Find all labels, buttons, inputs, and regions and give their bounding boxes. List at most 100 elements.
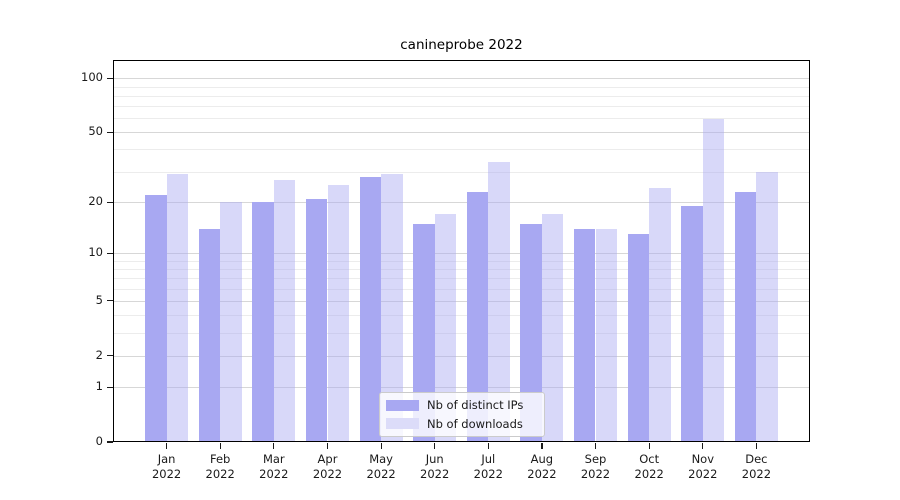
bar-jan-distinct-ips [145,195,167,442]
y-tick-label-20: 20 [88,194,103,209]
x-tick-mark-may [380,443,382,449]
x-tick-year-sep: 2022 [580,466,611,481]
y-tick-mark-0 [106,441,113,443]
bar-dec-downloads [756,171,778,442]
x-tick-label-apr: Apr 2022 [300,452,356,481]
x-tick-label-sep: Sep 2022 [568,452,624,481]
x-tick-mark-jul [487,443,489,449]
x-tick-label-may: May 2022 [353,452,409,481]
x-tick-month-oct: Oct [639,452,660,466]
y-tick-mark-20 [106,201,113,203]
y-tick-mark-50 [106,131,113,133]
x-tick-mark-feb [219,443,221,449]
x-tick-month-mar: Mar [262,452,285,466]
bar-nov-downloads [702,119,725,442]
minor-gridline-7 [113,278,810,280]
y-tick-label-50: 50 [88,124,103,139]
x-tick-month-nov: Nov [691,452,715,466]
x-tick-month-apr: Apr [317,452,338,466]
x-tick-label-dec: Dec 2022 [728,452,784,481]
y-tick-mark-10 [106,252,113,254]
bar-oct-downloads [649,188,671,442]
x-tick-year-aug: 2022 [527,466,557,481]
x-tick-year-nov: 2022 [688,466,718,481]
x-tick-month-jul: Jul [481,452,496,466]
x-tick-mark-aug [541,443,543,449]
bar-feb-distinct-ips [198,228,221,442]
bar-feb-downloads [220,202,242,442]
y-tick-mark-100 [106,77,113,80]
minor-gridline-70 [113,106,810,108]
y-tick-mark-2 [106,354,113,357]
minor-gridline-60 [113,118,810,120]
legend-swatch-distinct-ips [386,399,419,411]
legend-label-downloads: Nb of downloads [427,416,523,431]
x-tick-year-feb: 2022 [205,466,235,481]
legend: Nb of distinct IPs Nb of downloads [379,392,545,437]
bar-jun-downloads [434,214,457,442]
legend-swatch-downloads [386,418,419,430]
y-tick-label-0: 0 [95,434,103,448]
minor-gridline-80 [113,95,810,97]
major-gridline-20 [113,202,810,204]
minor-gridline-40 [113,149,810,151]
minor-gridline-9 [113,260,810,262]
x-tick-year-jul: 2022 [473,466,503,481]
bar-nov-distinct-ips [681,206,703,442]
bar-aug-downloads [541,214,564,442]
x-tick-mark-apr [326,443,329,449]
x-tick-month-may: May [369,452,393,466]
x-tick-label-jun: Jun 2022 [407,452,463,481]
x-tick-label-aug: Aug 2022 [514,452,570,481]
bar-jul-distinct-ips [466,191,489,442]
x-tick-label-oct: Oct 2022 [621,452,677,481]
x-tick-label-nov: Nov 2022 [675,452,731,481]
x-tick-month-feb: Feb [210,452,231,466]
major-gridline-10 [113,253,810,255]
x-tick-month-aug: Aug [530,452,554,466]
x-tick-mark-mar [273,443,275,449]
x-tick-label-jul: Jul 2022 [460,452,516,481]
x-tick-year-jan: 2022 [151,466,182,481]
x-tick-year-apr: 2022 [312,466,343,481]
legend-label-distinct-ips: Nb of distinct IPs [427,398,524,413]
minor-gridline-3 [113,332,810,334]
x-tick-label-mar: Mar 2022 [246,452,302,481]
x-tick-mark-jun [434,443,436,449]
x-tick-year-jun: 2022 [420,466,450,481]
bar-may-distinct-ips [359,176,382,442]
x-tick-mark-oct [648,443,650,449]
y-tick-label-5: 5 [95,292,103,307]
bar-may-downloads [381,174,403,442]
x-tick-year-mar: 2022 [259,466,289,481]
x-tick-mark-nov [702,443,704,449]
bar-jun-distinct-ips [413,223,435,442]
bar-jul-downloads [488,161,510,442]
major-gridline-1 [113,387,810,389]
x-tick-year-may: 2022 [366,466,396,481]
y-tick-label-1: 1 [95,379,103,394]
minor-gridline-8 [113,268,810,270]
legend-entry-distinct-ips: Nb of distinct IPs [386,398,538,412]
x-tick-month-sep: Sep [584,452,607,466]
x-tick-year-oct: 2022 [634,466,664,481]
bar-oct-distinct-ips [627,234,650,442]
bar-apr-downloads [327,185,350,442]
major-gridline-50 [113,132,810,134]
minor-gridline-90 [113,86,810,88]
minor-gridline-30 [113,171,810,173]
bar-mar-distinct-ips [252,202,274,442]
y-tick-label-2: 2 [95,347,103,362]
major-gridline-5 [113,300,810,302]
x-tick-mark-dec [755,443,758,449]
x-tick-label-feb: Feb 2022 [192,452,248,481]
y-tick-mark-5 [106,300,113,302]
x-tick-year-dec: 2022 [741,466,772,481]
minor-gridline-4 [113,315,810,317]
bar-dec-distinct-ips [734,191,757,442]
x-tick-month-dec: Dec [745,452,768,466]
x-tick-mark-jan [166,443,168,449]
x-tick-label-jan: Jan 2022 [139,452,195,481]
major-gridline-100 [113,78,810,80]
